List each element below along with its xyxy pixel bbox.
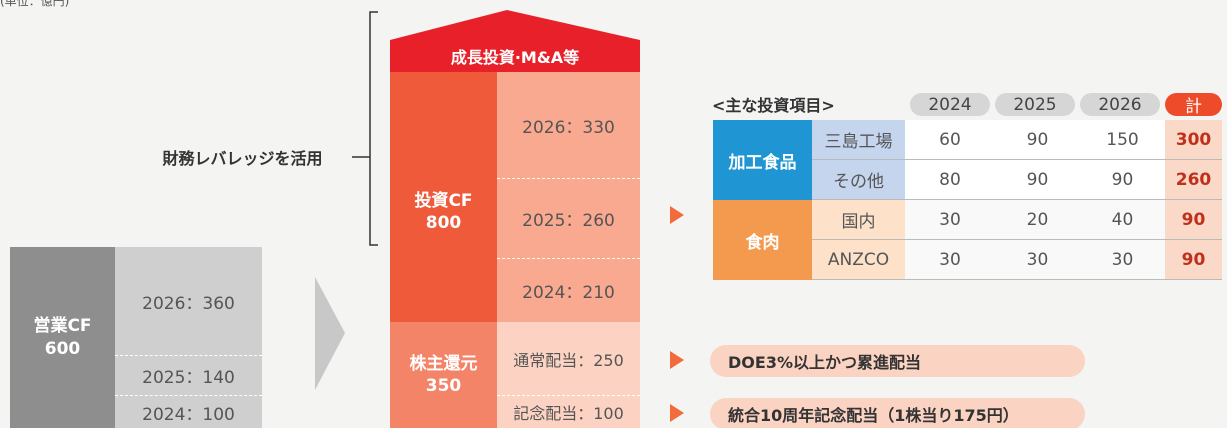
value: 90 — [995, 160, 1080, 200]
value: 30 — [905, 200, 995, 240]
header: 2026 — [1080, 93, 1160, 116]
header: 2025 — [995, 93, 1075, 116]
total: 300 — [1165, 120, 1222, 160]
value: 80 — [905, 160, 995, 200]
total: 600 — [44, 338, 81, 359]
policy: 統合10周年記念配当（1株当り175円） — [710, 398, 1085, 428]
row-label: 三島工場 — [812, 120, 905, 160]
spacer — [390, 72, 497, 102]
total: 90 — [1165, 200, 1222, 240]
value: 30 — [1080, 240, 1165, 280]
shareholder-return: 株主還元 350 — [390, 322, 497, 428]
value: 20 — [995, 200, 1080, 240]
row-label: その他 — [812, 160, 905, 200]
value: 30 — [905, 240, 995, 280]
value: 40 — [1080, 200, 1165, 240]
operating-cf: 営業CF 600 — [10, 247, 115, 428]
pointer — [670, 351, 684, 369]
label: 投資CF — [414, 190, 473, 211]
pointer — [670, 404, 684, 422]
roof — [390, 10, 640, 72]
total: 90 — [1165, 240, 1222, 280]
investment-cf: 投資CF 800 — [390, 102, 497, 322]
pointer — [670, 206, 684, 224]
growth: 成長投資·M&A等 — [450, 48, 580, 67]
arrow — [315, 277, 345, 390]
table-title: <主な投資項目> — [712, 96, 835, 115]
year: 2026：330 — [497, 72, 640, 178]
row-label: ANZCO — [812, 240, 905, 280]
bracket — [352, 11, 378, 246]
year: 2025：260 — [497, 178, 640, 258]
value: 30 — [995, 240, 1080, 280]
header: 2024 — [910, 93, 990, 116]
header: 計 — [1165, 93, 1222, 117]
group: 食肉 — [713, 200, 812, 280]
year: 2024：100 — [115, 395, 262, 428]
label: 営業CF — [33, 316, 92, 337]
total: 260 — [1165, 160, 1222, 200]
year: 2026：360 — [115, 247, 262, 355]
item: 通常配当：250 — [497, 322, 640, 395]
leverage: 財務レバレッジを活用 — [162, 149, 323, 168]
group: 加工食品 — [713, 120, 812, 200]
year: 2025：140 — [115, 355, 262, 395]
value: 90 — [995, 120, 1080, 160]
value: 90 — [1080, 160, 1165, 200]
total: 350 — [425, 376, 462, 396]
total: 800 — [425, 213, 462, 233]
year: 2024：210 — [497, 258, 640, 322]
item: 記念配当：100 — [497, 395, 640, 428]
policy: DOE3%以上かつ累進配当 — [710, 345, 1085, 377]
unit: (単位：億円) — [0, 0, 70, 8]
row-label: 国内 — [812, 200, 905, 240]
value: 60 — [905, 120, 995, 160]
label: 株主還元 — [409, 353, 478, 374]
value: 150 — [1080, 120, 1165, 160]
